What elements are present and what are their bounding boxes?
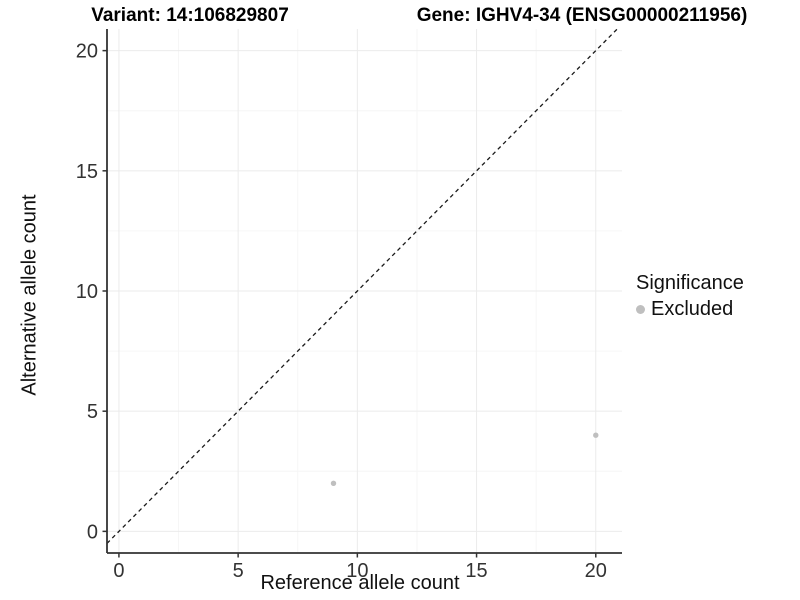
- y-tick-label: 20: [76, 41, 98, 63]
- legend-item-label: Excluded: [651, 298, 734, 320]
- y-axis-title: Alternative allele count: [18, 194, 41, 396]
- plot-title-gene: Gene: IGHV4-34 (ENSG00000211956): [416, 5, 748, 26]
- identity-reference-line: [106, 28, 618, 544]
- y-tick-label: 0: [87, 521, 98, 543]
- x-tick-label: 20: [585, 560, 607, 582]
- data-point: [330, 480, 337, 486]
- legend-point-swatch-icon: [636, 305, 645, 314]
- x-tick-label: 15: [465, 560, 487, 582]
- plot-title-variant: Variant: 14:106829807: [91, 5, 289, 26]
- x-tick-label: 0: [113, 560, 124, 582]
- x-tick-label: 10: [346, 560, 368, 582]
- y-tick-label: 10: [76, 281, 98, 303]
- y-tick-label: 15: [76, 161, 98, 183]
- legend: Significance Excluded: [636, 272, 744, 321]
- legend-items: Excluded: [636, 298, 744, 321]
- y-tick-label: 5: [87, 401, 98, 423]
- x-axis-title: Reference allele count: [260, 572, 460, 594]
- x-tick-label: 5: [233, 560, 244, 582]
- legend-item: Excluded: [636, 298, 744, 321]
- data-point: [593, 432, 599, 438]
- legend-title: Significance: [636, 272, 744, 294]
